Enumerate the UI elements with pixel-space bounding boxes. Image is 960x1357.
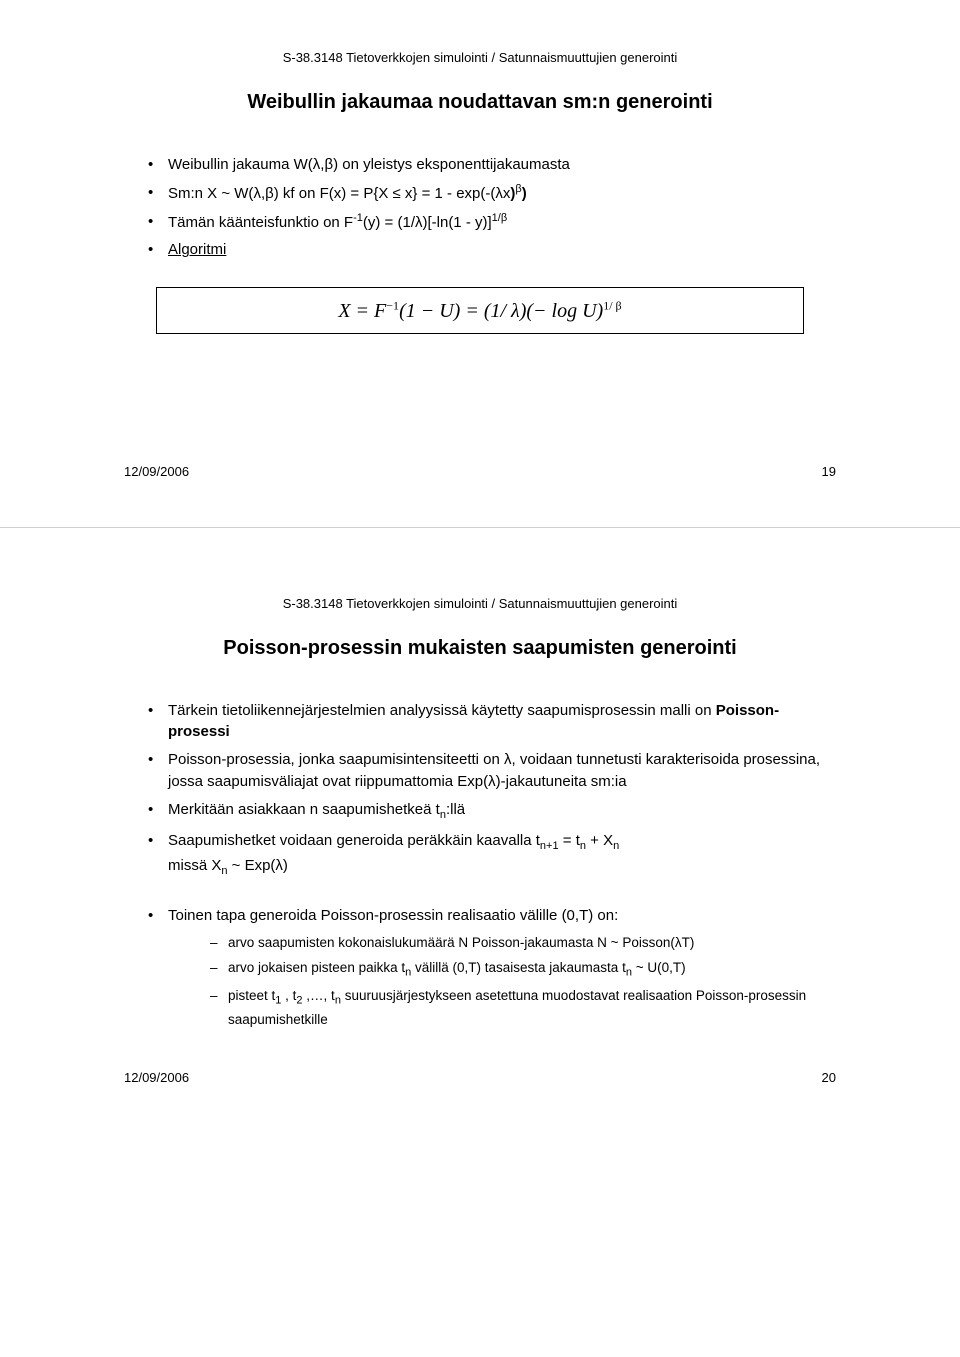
slide-title: Poisson-prosessin mukaisten saapumisten … [120, 637, 840, 660]
slide-20: S-38.3148 Tietoverkkojen simulointi / Sa… [0, 546, 960, 1115]
sub-bullet-item: arvo saapumisten kokonaislukumäärä N Poi… [210, 933, 840, 953]
bullet-list: Tärkein tietoliikennejärjestelmien analy… [120, 700, 840, 880]
sub-bullet-item: pisteet t1 , t2 ,…, tn suuruusjärjestyks… [210, 986, 840, 1029]
bullet-item: Tärkein tietoliikennejärjestelmien analy… [148, 700, 840, 744]
bullet-item: Weibullin jakauma W(λ,β) on yleistys eks… [148, 154, 840, 176]
bullet-item: Tämän käänteisfunktio on F-1(y) = (1/λ)[… [148, 211, 840, 234]
slide-footer: 12/09/2006 19 [120, 464, 840, 479]
slide-19: S-38.3148 Tietoverkkojen simulointi / Sa… [0, 0, 960, 509]
course-header: S-38.3148 Tietoverkkojen simulointi / Sa… [120, 596, 840, 611]
formula-box: X = F−1(1 − U) = (1/ λ)(− log U)1/ β [156, 287, 804, 334]
bullet-item: Algoritmi [148, 239, 840, 261]
bullet-list: Toinen tapa generoida Poisson-prosessin … [120, 905, 840, 1029]
slide-footer: 12/09/2006 20 [120, 1070, 840, 1085]
slide-divider [0, 527, 960, 528]
formula: X = F−1(1 − U) = (1/ λ)(− log U)1/ β [338, 300, 621, 322]
course-header: S-38.3148 Tietoverkkojen simulointi / Sa… [120, 50, 840, 65]
footer-date: 12/09/2006 [124, 1070, 189, 1085]
footer-page: 19 [822, 464, 836, 479]
bullet-item: Toinen tapa generoida Poisson-prosessin … [148, 905, 840, 1029]
sub-bullet-item: arvo jokaisen pisteen paikka tn välillä … [210, 958, 840, 982]
slide-title: Weibullin jakaumaa noudattavan sm:n gene… [120, 91, 840, 114]
bullet-item: Sm:n X ~ W(λ,β) kf on F(x) = P{X ≤ x} = … [148, 182, 840, 205]
bullet-item: Merkitään asiakkaan n saapumishetkeä tn:… [148, 799, 840, 824]
footer-page: 20 [822, 1070, 836, 1085]
bullet-item: Poisson-prosessia, jonka saapumisintensi… [148, 749, 840, 793]
bullet-item: Saapumishetket voidaan generoida peräkkä… [148, 830, 840, 880]
footer-date: 12/09/2006 [124, 464, 189, 479]
bullet-list: Weibullin jakauma W(λ,β) on yleistys eks… [120, 154, 840, 261]
sub-bullet-list: arvo saapumisten kokonaislukumäärä N Poi… [168, 933, 840, 1029]
